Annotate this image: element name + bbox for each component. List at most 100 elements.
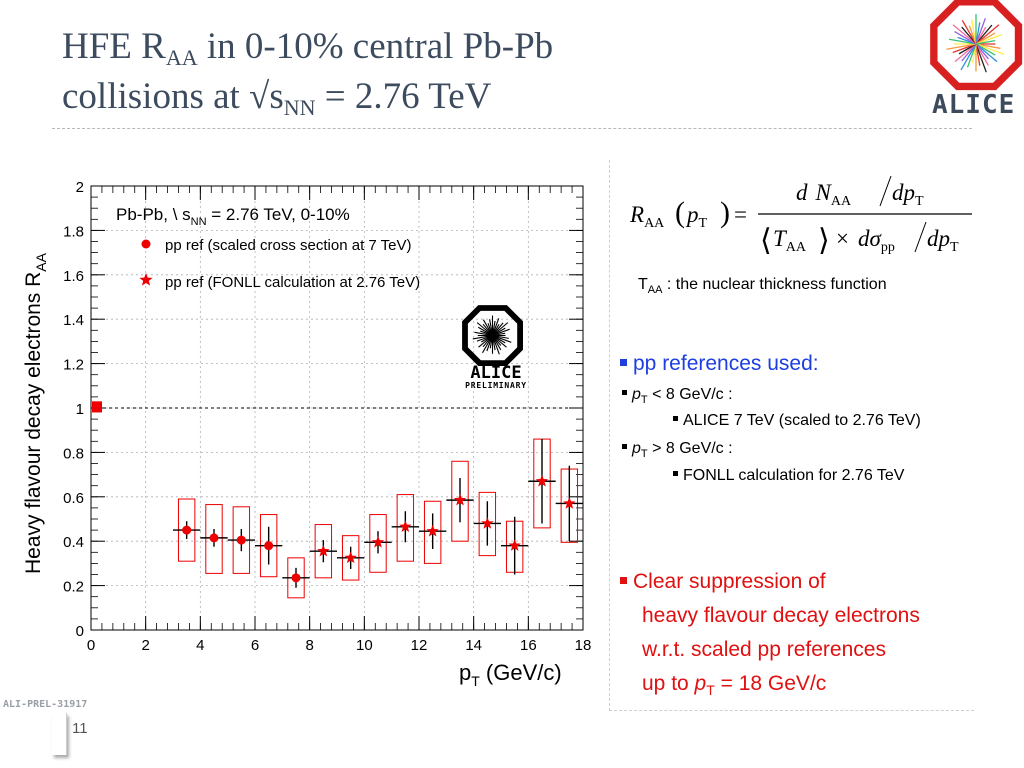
- legend-circle-marker: [141, 239, 151, 249]
- systematic-box: [205, 504, 223, 574]
- page-number: 11: [72, 720, 88, 737]
- starburst-ray: [975, 39, 996, 45]
- raa-formula: RAA ( pT ) = d NAA dpT ⟨ TAA ⟩ × dσpp dpT: [630, 175, 972, 257]
- starburst-ray: [492, 334, 512, 343]
- data-point-star: [453, 493, 467, 506]
- data-point-star: [344, 551, 357, 564]
- x-tick-label: 2: [141, 637, 149, 654]
- svg-text:⟨: ⟨: [760, 224, 772, 257]
- y-tick-labels: 0 0.2 0.4 0.6 0.8 1 1.2 1.4 1.6 1.8 2: [63, 179, 84, 640]
- starburst-ray: [975, 43, 1005, 55]
- starburst-ray: [472, 334, 493, 340]
- legend-star-marker: [139, 273, 153, 286]
- y-tick-label: 1.4: [63, 312, 84, 329]
- y-tick-label: 0.4: [63, 534, 84, 551]
- starburst-ray: [948, 38, 977, 45]
- svg-text:dσpp: dσpp: [858, 226, 895, 255]
- x-tick-label: 18: [575, 637, 592, 654]
- preliminary-id: ALI-PREL-31917: [3, 699, 88, 710]
- bullet-icon: [622, 390, 627, 396]
- y-tick-label: 1.8: [63, 223, 84, 240]
- page-number-tab: [52, 713, 67, 755]
- normalization-box: [92, 401, 102, 413]
- data-point-circle: [209, 533, 219, 543]
- x-tick-label: 6: [251, 637, 259, 654]
- starburst-ray: [954, 43, 977, 63]
- y-tick-label: 0.8: [63, 445, 84, 462]
- data-point-star: [317, 544, 330, 557]
- svg-text:pT: pT: [685, 202, 708, 231]
- systematic-box: [423, 500, 442, 564]
- starburst-ray: [491, 335, 500, 355]
- starburst-ray: [975, 43, 1001, 49]
- svg-text:dpT: dpT: [927, 226, 959, 255]
- ref1-detail: ALICE 7 TeV (scaled to 2.76 TeV): [673, 412, 921, 430]
- x-axis-title: pT (GeV/c): [459, 660, 562, 689]
- x-tick-label: 8: [305, 637, 313, 654]
- x-tick-label: 10: [356, 637, 373, 654]
- alice-preliminary-logo-icon: [462, 305, 524, 367]
- bullet-icon: [673, 416, 678, 422]
- x-tick-label: 4: [196, 637, 204, 654]
- chart-ticks: [90, 185, 584, 631]
- bullet-icon: [622, 444, 627, 450]
- refs-heading: pp references used:: [620, 352, 819, 376]
- x-tick-label: 12: [411, 637, 428, 654]
- chart-logo-subtext: PRELIMINARY: [465, 381, 527, 390]
- x-tick-labels: 0 2 4 6 8 10 12 14 16 18: [87, 637, 592, 654]
- starburst-ray: [971, 19, 977, 45]
- alice-logo-text: ALICE: [932, 90, 1016, 120]
- starburst-ray: [975, 24, 1000, 45]
- title-divider: [52, 128, 972, 129]
- right-panel: [609, 160, 974, 711]
- bullet-icon: [620, 358, 627, 366]
- ref2-detail: FONLL calculation for 2.76 TeV: [673, 467, 904, 485]
- starburst-ray: [975, 18, 986, 45]
- data-point-star: [481, 516, 494, 529]
- starburst-ray: [492, 332, 506, 337]
- legend-header: Pb-Pb, \ sNN = 2.76 TeV, 0-10%: [116, 205, 350, 228]
- starburst-ray: [966, 43, 977, 68]
- alice-logo-icon: [930, 0, 1023, 91]
- taa-definition: TAA : the nuclear thickness function: [638, 276, 887, 297]
- y-tick-label: 2: [76, 179, 84, 196]
- error-bars: [173, 439, 583, 588]
- starburst-ray: [952, 24, 977, 45]
- raa-chart: 0 0.2 0.4 0.6 0.8 1 1.2 1.4 1.6 1.8 2 0 2 4 6 8 10 12 14 1…: [22, 179, 592, 689]
- svg-text:dpT: dpT: [892, 180, 924, 209]
- data-point-star: [508, 539, 521, 551]
- starburst-ray: [961, 19, 977, 45]
- ref1-condition: pT < 8 GeV/c :: [622, 386, 733, 406]
- legend-entry-1: pp ref (scaled cross section at 7 TeV): [165, 237, 412, 254]
- starburst-ray: [975, 43, 989, 66]
- y-axis-title: Heavy flavour decay electrons RAA: [22, 252, 49, 574]
- bullet-icon: [673, 471, 678, 477]
- systematic-boxes: [177, 438, 579, 599]
- x-tick-label: 14: [465, 637, 482, 654]
- chart-logo-text: ALICE: [470, 363, 521, 383]
- starburst-ray: [954, 31, 977, 45]
- y-tick-label: 1.6: [63, 268, 84, 285]
- bullet-icon: [620, 576, 627, 584]
- starburst-ray: [476, 322, 493, 336]
- data-point-star: [563, 496, 576, 509]
- svg-text:(: (: [675, 196, 685, 229]
- y-tick-label: 0.2: [63, 579, 84, 596]
- y-tick-label: 0.6: [63, 490, 84, 507]
- conclusion-text: Clear suppression of heavy flavour decay…: [620, 565, 920, 707]
- starburst-ray: [952, 43, 977, 54]
- starburst-ray: [946, 43, 977, 50]
- legend-entry-2: pp ref (FONLL calculation at 2.76 TeV): [165, 274, 420, 291]
- x-tick-label: 0: [87, 637, 95, 654]
- systematic-box: [369, 514, 387, 573]
- starburst-ray: [975, 43, 998, 63]
- systematic-box: [396, 494, 415, 562]
- data-point-star: [426, 524, 439, 537]
- starburst-ray: [975, 43, 987, 73]
- data-point-circle: [236, 535, 246, 545]
- svg-text:=: =: [734, 202, 747, 227]
- data-markers: [182, 474, 576, 583]
- x-tick-label: 16: [520, 637, 537, 654]
- y-tick-label: 0: [76, 623, 84, 640]
